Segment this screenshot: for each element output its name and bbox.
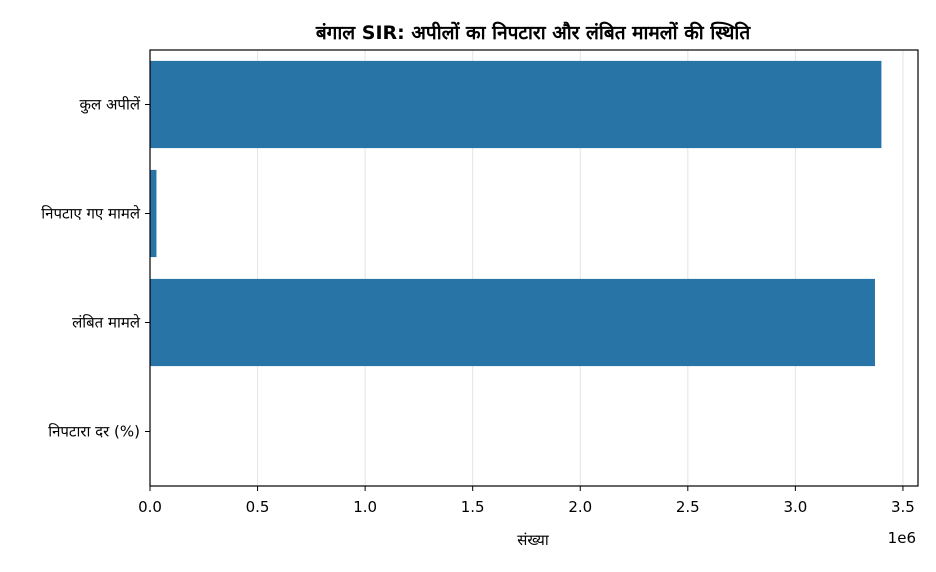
bar (150, 278, 875, 367)
y-axis-ticks: कुल अपीलें निपटाए गए मामले लंबित मामले निपट… (41, 96, 150, 441)
x-tick-label: 3.0 (783, 498, 807, 516)
x-tick-label: 1.0 (353, 498, 377, 516)
x-tick-label: 3.5 (891, 498, 915, 516)
y-tick-label: निपटाए गए मामले (41, 205, 141, 223)
y-tick-label: निपटारा दर (%) (48, 423, 140, 441)
x-tick-label: 0.0 (138, 498, 162, 516)
plot-frame (149, 49, 919, 487)
x-tick-label: 0.5 (246, 498, 270, 516)
x-axis-offset-label: 1e6 (888, 529, 916, 547)
y-tick-label: लंबित मामले (72, 314, 141, 332)
x-axis-label: संख्या (517, 531, 550, 549)
x-axis-ticks: 0.0 0.5 1.0 1.5 2.0 2.5 3.0 3.5 (138, 486, 915, 516)
y-tick-label: कुल अपीलें (80, 96, 141, 115)
bar (150, 169, 157, 258)
x-tick-label: 1.5 (461, 498, 485, 516)
bars (150, 60, 882, 476)
x-tick-label: 2.5 (676, 498, 700, 516)
bar (150, 60, 882, 149)
chart-title: बंगाल SIR: अपीलों का निपटारा और लंबित मा… (315, 21, 752, 44)
x-tick-label: 2.0 (568, 498, 592, 516)
